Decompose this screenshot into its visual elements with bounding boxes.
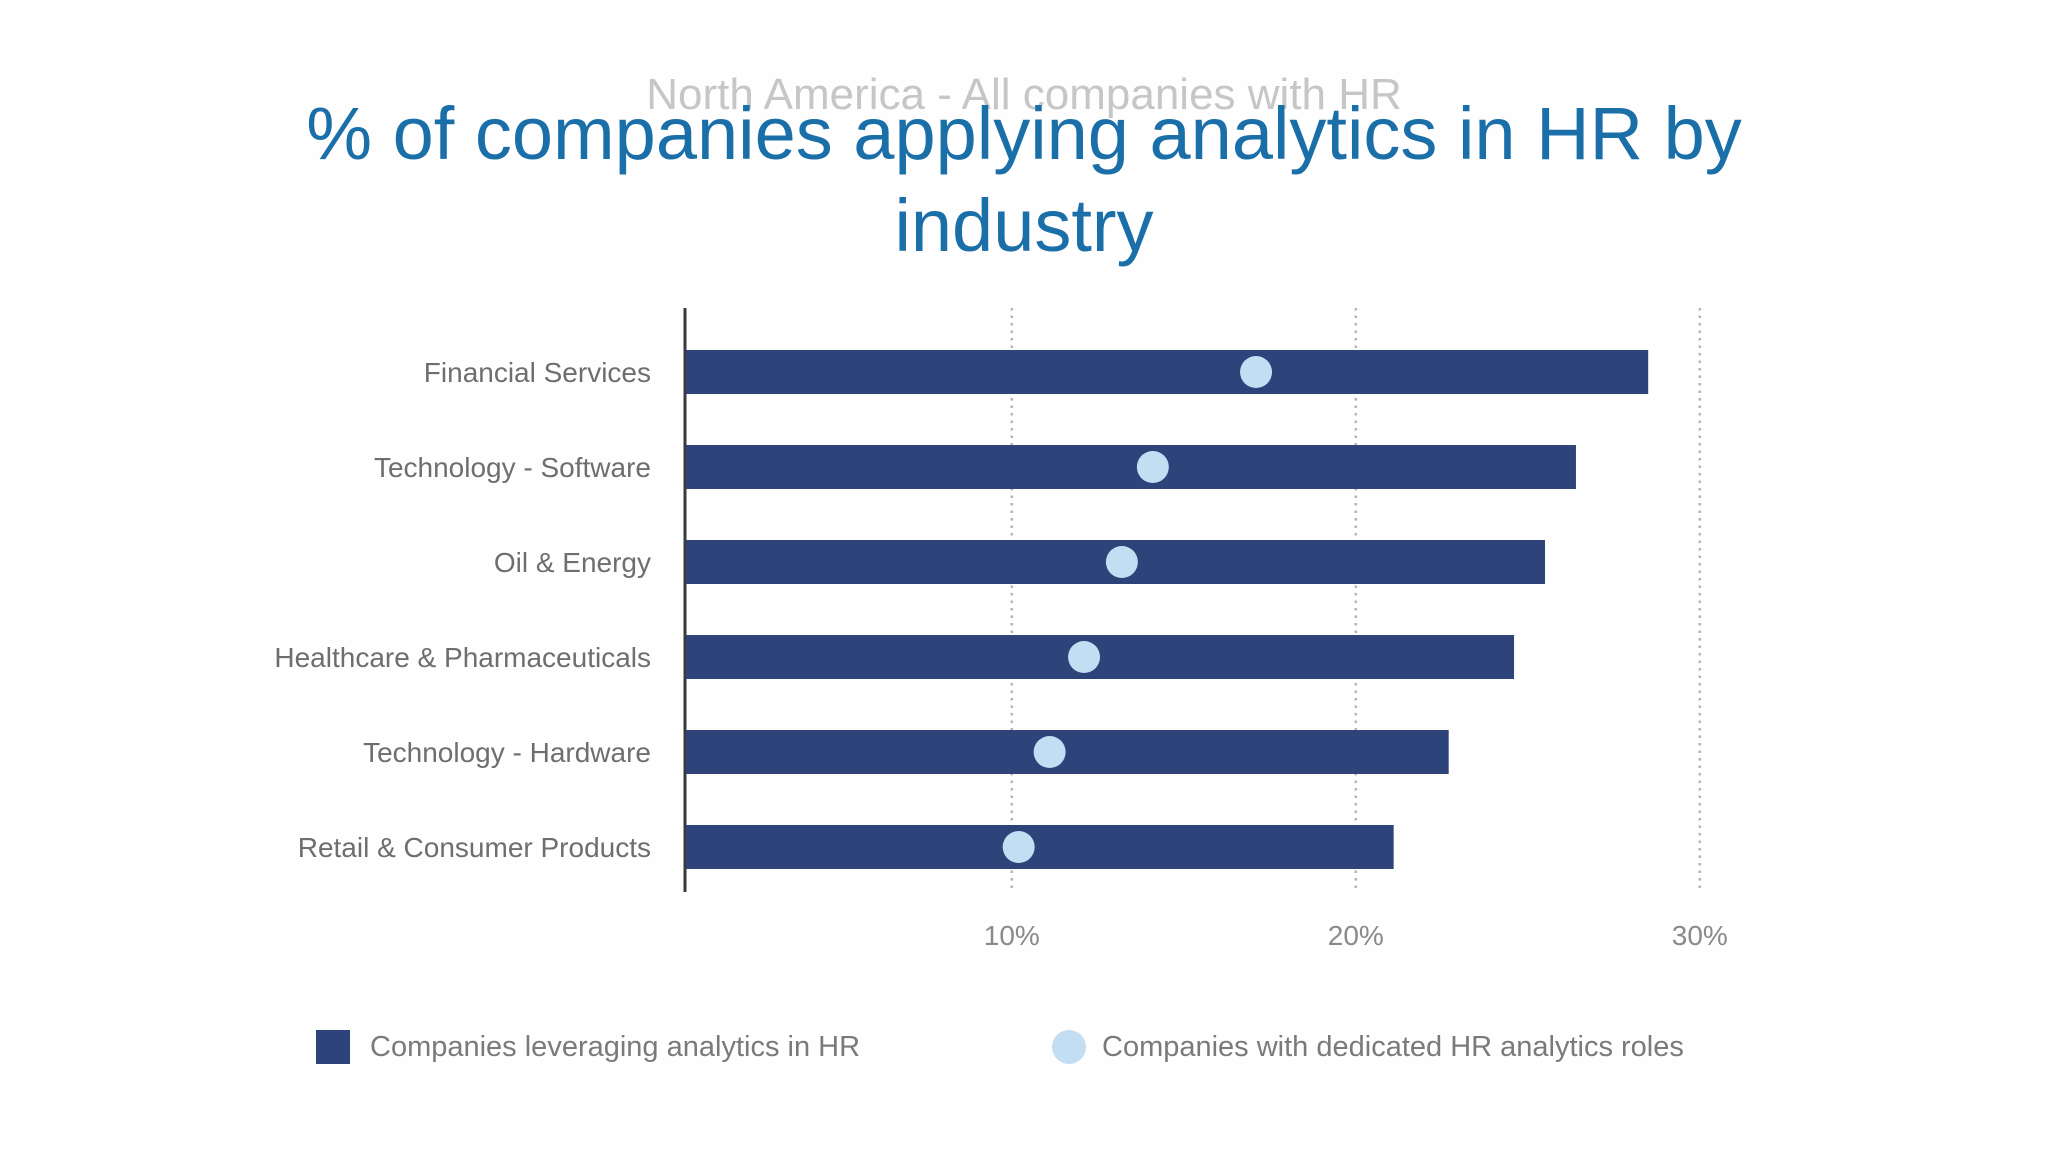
chart-title-line-1: % of companies applying analytics in HR … [306,92,1742,175]
chart-subtitle: North America - All companies with HR [646,70,1402,119]
bar [686,350,1649,394]
legend-item-bars: Companies leveraging analytics in HR [316,1030,860,1064]
category-label: Healthcare & Pharmaceuticals [274,642,651,673]
bar [686,445,1576,489]
category-label: Retail & Consumer Products [298,832,651,863]
legend-dot-swatch [1052,1030,1086,1064]
bar [686,730,1449,774]
x-tick-label: 30% [1672,920,1728,951]
category-label: Technology - Software [374,452,651,483]
x-tick-label: 10% [984,920,1040,951]
x-tick-label: 20% [1328,920,1384,951]
legend-label-dots: Companies with dedicated HR analytics ro… [1102,1030,1684,1063]
chart-title: % of companies applying analytics in HR … [0,88,2048,272]
bar [686,825,1394,869]
category-label: Oil & Energy [494,547,651,578]
dot-marker [1002,831,1035,863]
dot-marker [1136,451,1169,483]
dot-marker [1068,641,1101,673]
dot-marker [1240,356,1273,388]
legend-bar-swatch [316,1030,350,1064]
chart-legend: Companies leveraging analytics in HR Com… [0,1030,2048,1080]
category-label: Financial Services [424,357,651,388]
legend-item-dots: Companies with dedicated HR analytics ro… [1052,1030,1684,1064]
legend-label-bars: Companies leveraging analytics in HR [370,1030,861,1063]
chart-title-line-2: industry [894,184,1154,267]
dot-marker [1105,546,1138,578]
dot-marker [1033,736,1066,768]
category-label: Technology - Hardware [363,737,651,768]
